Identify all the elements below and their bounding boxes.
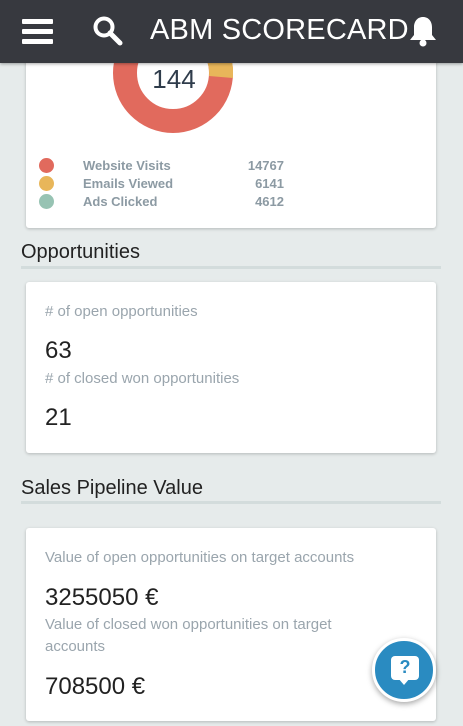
- legend-label: Emails Viewed: [83, 176, 174, 191]
- bell-icon[interactable]: [406, 14, 440, 48]
- legend-value: 6141: [255, 176, 284, 191]
- help-chat-icon: [391, 656, 419, 680]
- legend-dot: [39, 158, 54, 173]
- open-pipeline-label: Value of open opportunities on target ac…: [45, 549, 355, 566]
- section-divider: [21, 266, 441, 269]
- legend-dot: [39, 176, 54, 191]
- legend-item-ads-clicked: Ads Clicked 4612: [39, 192, 284, 210]
- pipeline-card: Value of open opportunities on target ac…: [26, 528, 436, 721]
- section-title-opportunities: Opportunities: [21, 241, 140, 263]
- open-opportunities-value: 63: [45, 337, 72, 364]
- opportunities-card: # of open opportunities 63 # of closed w…: [26, 282, 436, 453]
- open-pipeline-value: 3255050 €: [45, 584, 159, 611]
- engagement-total: 144: [152, 64, 196, 94]
- help-symbol: ?: [399, 657, 411, 677]
- closed-won-opportunities-value: 21: [45, 404, 72, 431]
- legend-label: Ads Clicked: [83, 194, 158, 209]
- legend-dot: [39, 194, 54, 209]
- menu-icon[interactable]: [22, 19, 53, 45]
- legend-item-website-visits: Website Visits 14767: [39, 156, 284, 174]
- app-header: ABM SCORECARD: [0, 0, 463, 63]
- legend-value: 4612: [255, 194, 284, 209]
- section-title-sales-pipeline: Sales Pipeline Value: [21, 477, 203, 499]
- closed-won-pipeline-value: 708500 €: [45, 673, 146, 700]
- section-divider: [21, 501, 441, 504]
- legend-label: Website Visits: [83, 158, 171, 173]
- help-chat-button[interactable]: ?: [372, 638, 436, 702]
- search-icon[interactable]: [92, 15, 124, 47]
- open-opportunities-label: # of open opportunities: [45, 303, 198, 320]
- legend-value: 14767: [247, 158, 284, 173]
- legend-item-emails-viewed: Emails Viewed 6141: [39, 174, 284, 192]
- engagement-card: 144 Website Visits 14767 Emails Viewed 6…: [26, 13, 436, 228]
- app-title: ABM SCORECARD: [150, 14, 409, 46]
- closed-won-pipeline-label: Value of closed won opportunities on tar…: [45, 616, 332, 655]
- closed-won-opportunities-label: # of closed won opportunities: [45, 370, 240, 387]
